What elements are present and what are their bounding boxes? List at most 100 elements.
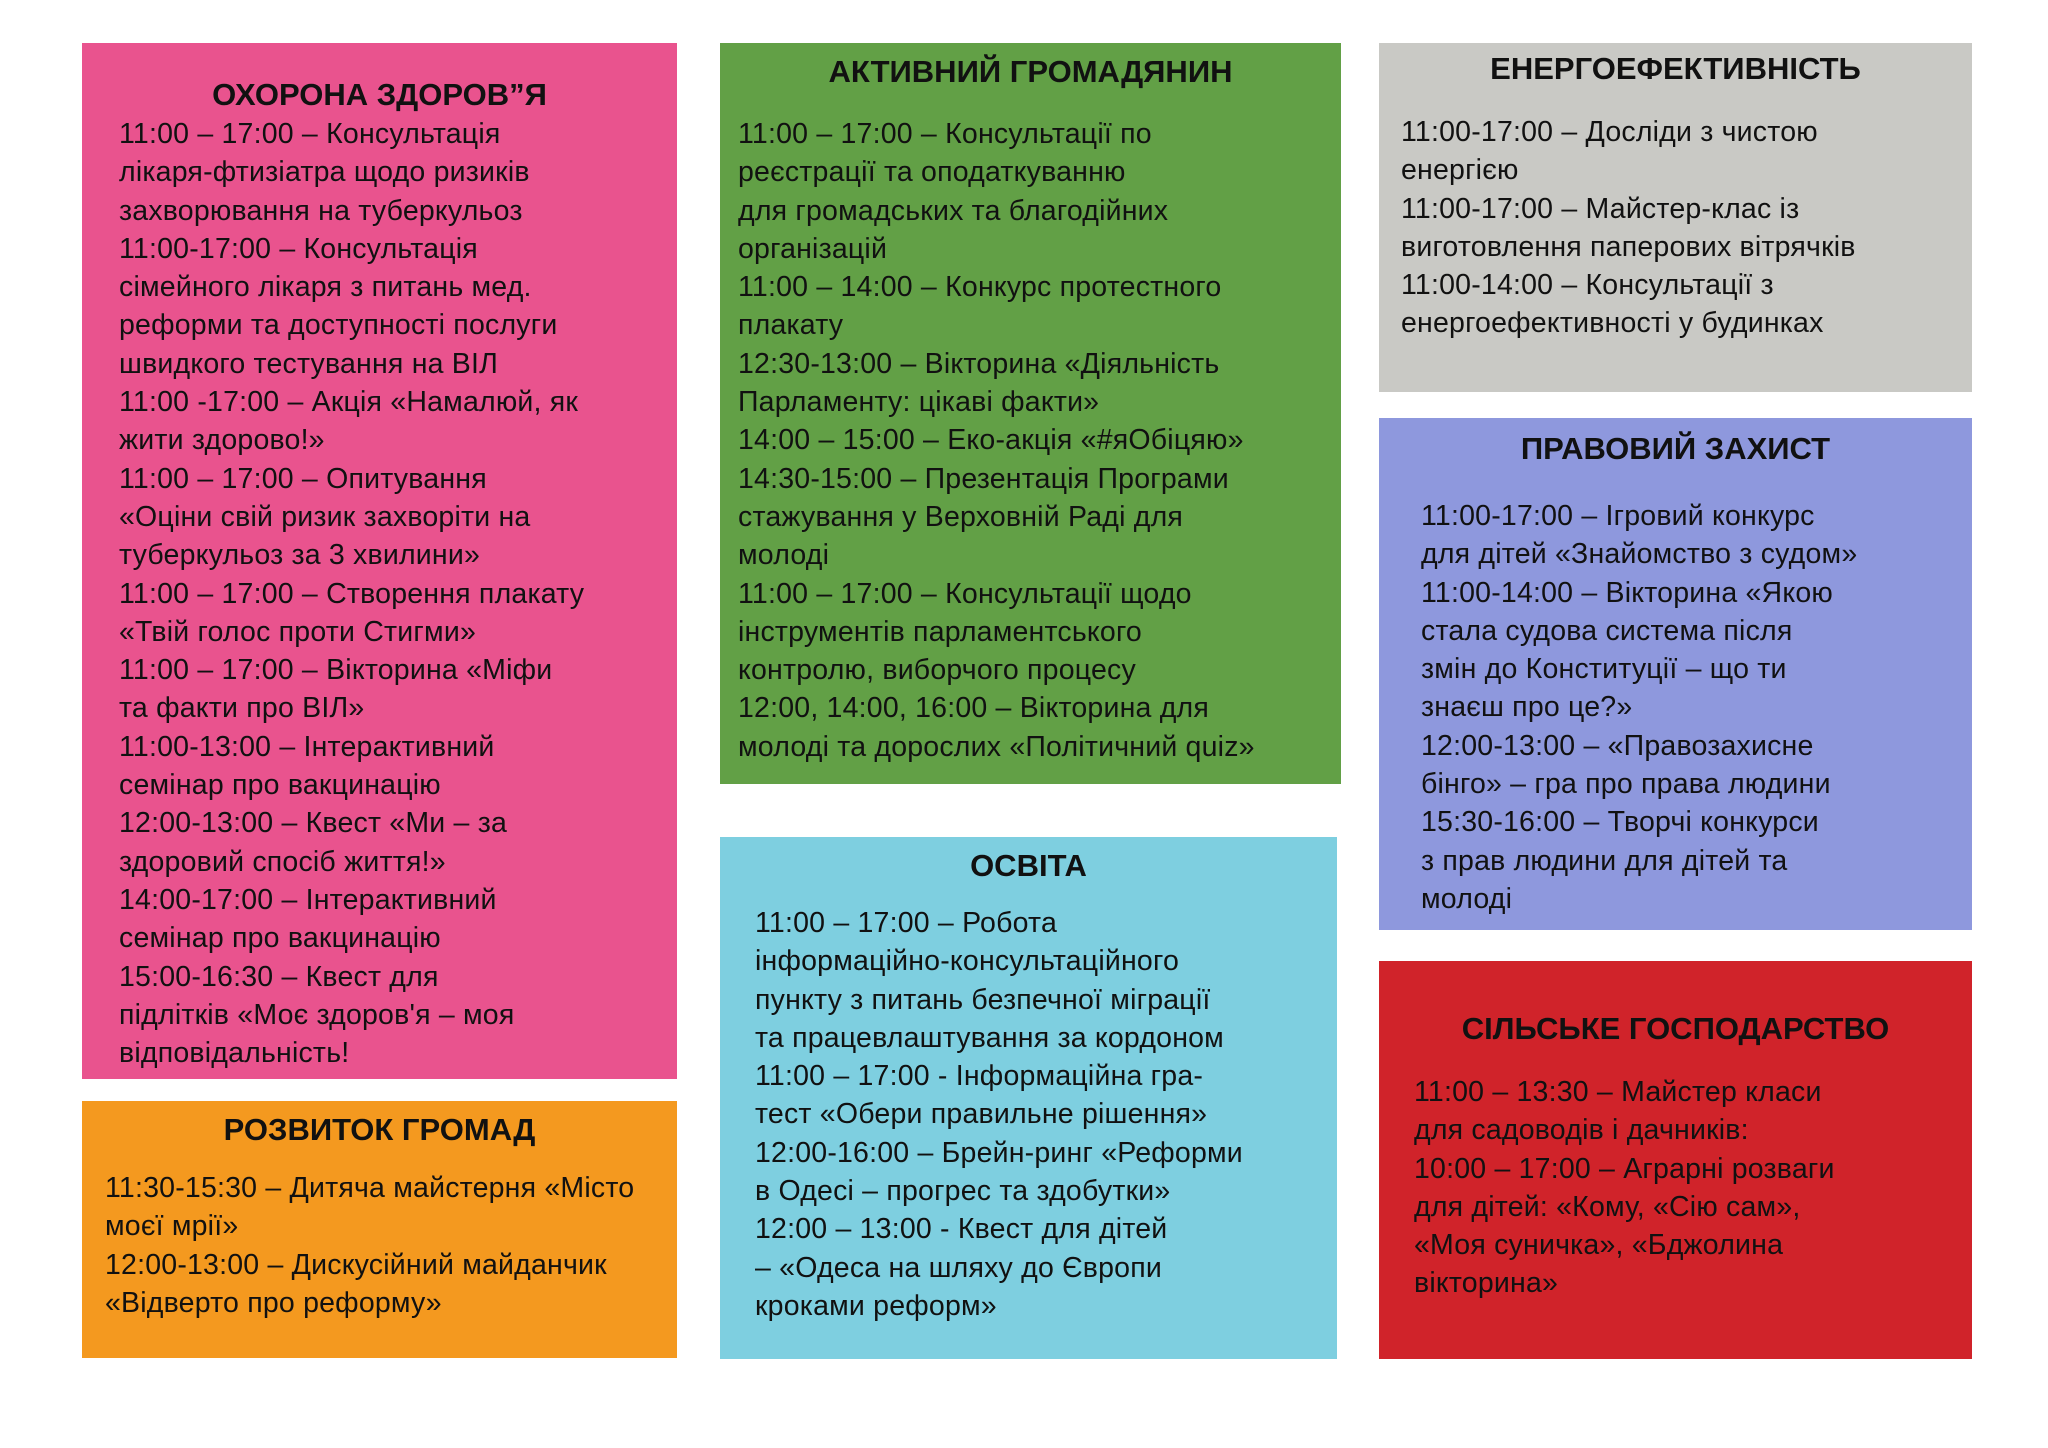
section-schedule: 11:00 – 17:00 – Робота інформаційно-консу… — [755, 904, 1333, 1325]
schedule-line: 10:00 – 17:00 – Аграрні розваги — [1414, 1152, 1835, 1185]
schedule-line: 11:00 – 14:00 – Конкурс протестного — [738, 271, 1222, 304]
schedule-line: 11:00 – 17:00 - Інформаційна гра- — [755, 1060, 1204, 1093]
schedule-line: стажування у Верховній Раді для — [738, 500, 1184, 533]
schedule-line: 11:00 – 17:00 – Створення плакату — [119, 577, 585, 610]
section-title: ОХОРОНА ЗДОРОВ”Я — [212, 77, 547, 112]
schedule-line: бінго» – гра про права людини — [1421, 768, 1831, 801]
schedule-line: 15:00-16:30 – Квест для — [119, 960, 439, 993]
section-energy: ЕНЕРГОЕФЕКТИВНІСТЬ 11:00-17:00 – Досліди … — [1379, 43, 1972, 392]
schedule-line: 12:00-16:00 – Брейн-ринг «Реформи — [755, 1136, 1243, 1169]
section-schedule: 11:00 – 13:30 – Майстер класи для садовод… — [1414, 1073, 1968, 1303]
schedule-line: та факти про ВІЛ» — [119, 692, 365, 725]
schedule-line: в Одесі – прогрес та здобутки» — [755, 1175, 1171, 1208]
schedule-line: 15:30-16:00 – Творчі конкурси — [1421, 806, 1819, 839]
schedule-line: моєї мрії» — [105, 1210, 239, 1243]
section-title: АКТИВНИЙ ГРОМАДЯНИН — [828, 54, 1233, 89]
schedule-line: інформаційно-консультаційного — [755, 945, 1179, 978]
schedule-line: 11:30-15:30 – Дитяча майстерня «Місто — [105, 1172, 635, 1204]
section-title: РОЗВИТОК ГРОМАД — [223, 1112, 536, 1147]
schedule-line: 14:00 – 15:00 – Еко-акція «#яОбіцяю» — [738, 424, 1244, 457]
section-schedule: 11:30-15:30 – Дитяча майстерня «Місто моє… — [105, 1169, 673, 1322]
schedule-line: молоді — [738, 539, 830, 572]
schedule-line: «Оціни свій ризик захворіти на — [119, 500, 531, 533]
schedule-line: підлітків «Моє здоров'я – моя — [119, 998, 515, 1031]
schedule-line: 11:00 – 17:00 – Опитування — [119, 462, 487, 495]
schedule-line: реєстрації та оподаткуванню — [738, 156, 1126, 189]
section-schedule: 11:00-17:00 – Досліди з чистою енергією 11… — [1401, 113, 1968, 343]
schedule-line: 11:00 – 17:00 – Консультація — [119, 118, 501, 150]
schedule-line: інструментів парламентського — [738, 615, 1142, 648]
schedule-line: 11:00 – 17:00 – Вікторина «Міфи — [119, 654, 553, 687]
section-agriculture: СІЛЬСЬКЕ ГОСПОДАРСТВО 11:00 – 13:30 – Май… — [1379, 961, 1972, 1359]
schedule-line: 12:00, 14:00, 16:00 – Вікторина для — [738, 692, 1210, 725]
schedule-line: тест «Обери правильне рішення» — [755, 1098, 1208, 1131]
schedule-line: кроками реформ» — [755, 1289, 997, 1322]
schedule-line: пункту з питань безпечної міграції — [755, 983, 1211, 1016]
schedule-line: туберкульоз за 3 хвилини» — [119, 539, 481, 572]
schedule-line: 12:00-13:00 – Квест «Ми – за — [119, 807, 508, 840]
schedule-line: плакату — [738, 309, 844, 342]
schedule-line: для громадських та благодійних — [738, 194, 1169, 227]
section-title: СІЛЬСЬКЕ ГОСПОДАРСТВО — [1461, 1011, 1890, 1046]
schedule-line: стала судова система після — [1421, 614, 1793, 647]
schedule-line: знаєш про це?» — [1421, 691, 1633, 724]
schedule-line: 11:00-17:00 – Консультація — [119, 232, 478, 265]
schedule-line: 11:00-17:00 – Майстер-клас із — [1401, 192, 1800, 225]
schedule-line: Парламенту: цікаві факти» — [738, 386, 1100, 419]
schedule-line: 11:00 – 17:00 – Робота — [755, 907, 1058, 939]
section-schedule: 11:00 – 17:00 – Консультації по реєстраці… — [738, 115, 1337, 766]
section-legal: ПРАВОВИЙ ЗАХИСТ 11:00-17:00 – Ігровий кон… — [1379, 418, 1972, 930]
schedule-line: реформи та доступності послуги — [119, 309, 558, 342]
schedule-line: семінар про вакцинацію — [119, 769, 441, 802]
schedule-line: 12:00-13:00 – Дискусійний майданчик — [105, 1248, 607, 1281]
section-schedule: 11:00-17:00 – Ігровий конкурс для дітей «… — [1421, 497, 1968, 918]
schedule-line: виготовлення паперових вітрячків — [1401, 230, 1856, 263]
schedule-line: жити здорово!» — [119, 424, 325, 457]
section-education: ОСВІТА 11:00 – 17:00 – Робота інформаційно… — [720, 837, 1337, 1359]
schedule-line: 14:30-15:00 – Презентація Програми — [738, 462, 1229, 495]
schedule-line: «Твій голос проти Стигми» — [119, 615, 476, 648]
schedule-line: здоровий спосіб життя!» — [119, 845, 446, 878]
schedule-line: 11:00 – 17:00 – Консультації по — [738, 118, 1152, 150]
schedule-line: 11:00-17:00 – Досліди з чистою — [1401, 116, 1818, 148]
schedule-line: 14:00-17:00 – Інтерактивний — [119, 883, 497, 916]
schedule-line: для дітей: «Кому, «Сію сам», — [1414, 1190, 1801, 1223]
schedule-line: енергією — [1401, 154, 1519, 187]
schedule-line: 12:00 – 13:00 - Квест для дітей — [755, 1213, 1168, 1246]
schedule-line: 11:00 – 17:00 – Консультації щодо — [738, 577, 1192, 610]
section-community: РОЗВИТОК ГРОМАД 11:30-15:30 – Дитяча майс… — [82, 1101, 677, 1358]
schedule-line: змін до Конституції – що ти — [1421, 653, 1787, 686]
schedule-line: 12:30-13:00 – Вікторина «Діяльність — [738, 347, 1220, 380]
schedule-line: відповідальність! — [119, 1037, 350, 1070]
schedule-line: енергоефективності у будинках — [1401, 307, 1824, 340]
schedule-line: 11:00-13:00 – Інтерактивний — [119, 730, 495, 763]
schedule-line: вікторина» — [1414, 1267, 1559, 1300]
schedule-line: молоді та дорослих «Політичний quiz» — [738, 730, 1255, 763]
schedule-line: 11:00 – 13:30 – Майстер класи — [1414, 1076, 1822, 1108]
schedule-line: контролю, виборчого процесу — [738, 654, 1136, 687]
schedule-line: молоді — [1421, 882, 1513, 915]
schedule-line: семінар про вакцинацію — [119, 922, 441, 955]
schedule-line: для садоводів і дачників: — [1414, 1114, 1749, 1147]
schedule-line: сімейного лікаря з питань мед. — [119, 271, 532, 304]
schedule-line: для дітей «Знайомство з судом» — [1421, 538, 1858, 571]
schedule-line: – «Одеса на шляху до Європи — [755, 1251, 1162, 1284]
schedule-line: лікаря-фтизіатра щодо ризиків — [119, 156, 530, 189]
section-schedule: 11:00 – 17:00 – Консультація лікаря-фтизі… — [119, 115, 673, 1072]
schedule-line: «Відверто про реформу» — [105, 1286, 442, 1319]
schedule-line: організацій — [738, 232, 888, 265]
section-title: ПРАВОВИЙ ЗАХИСТ — [1520, 431, 1831, 466]
section-title: ЕНЕРГОЕФЕКТИВНІСТЬ — [1490, 51, 1861, 86]
schedule-line: 12:00-13:00 – «Правозахисне — [1421, 729, 1814, 762]
schedule-line: захворювання на туберкульоз — [119, 194, 523, 227]
schedule-line: 11:00-17:00 – Ігровий конкурс — [1421, 500, 1815, 532]
schedule-line: та працевлаштування за кордоном — [755, 1021, 1224, 1054]
section-title: ОСВІТА — [970, 848, 1087, 883]
schedule-line: швидкого тестування на ВІЛ — [119, 347, 499, 380]
schedule-line: з прав людини для дітей та — [1421, 844, 1788, 877]
section-citizen: АКТИВНИЙ ГРОМАДЯНИН 11:00 – 17:00 – Консу… — [720, 43, 1341, 784]
schedule-line: 11:00-14:00 – Консультації з — [1401, 269, 1774, 302]
schedule-line: 11:00-14:00 – Вікторина «Якою — [1421, 576, 1833, 609]
schedule-line: 11:00 -17:00 – Акція «Намалюй, як — [119, 386, 579, 419]
section-health: ОХОРОНА ЗДОРОВ”Я 11:00 – 17:00 – Консульт… — [82, 43, 677, 1079]
